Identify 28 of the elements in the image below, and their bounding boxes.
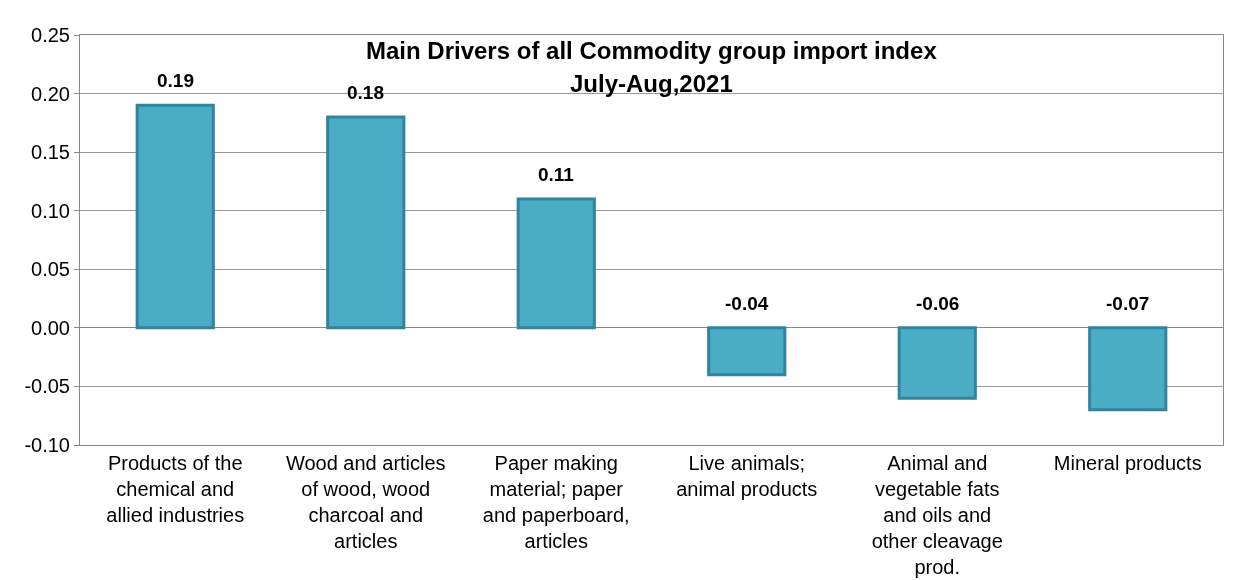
y-tick-label: 0.05 xyxy=(31,258,70,281)
bar xyxy=(135,103,215,330)
x-tick-label: Mineral products xyxy=(1053,452,1202,474)
y-tick-label: -0.05 xyxy=(24,375,70,398)
bar xyxy=(897,326,977,400)
data-label: 0.18 xyxy=(347,82,384,103)
bar xyxy=(326,115,406,330)
text: July-Aug,2021 xyxy=(570,70,733,97)
data-label: 0.19 xyxy=(157,70,194,91)
data-label: 0.11 xyxy=(538,164,575,185)
y-tick-label: 0.20 xyxy=(31,82,70,105)
y-tick-label: 0.00 xyxy=(31,316,70,339)
data-label: -0.06 xyxy=(916,293,960,314)
x-tick-label: Products of the chemical and allied industries xyxy=(106,452,245,526)
bar xyxy=(1088,326,1168,412)
bar xyxy=(516,197,596,330)
x-tick-label: Paper making material; paper and paperboard, articles xyxy=(482,452,630,552)
y-tick-label: 0.10 xyxy=(31,199,70,222)
x-tick-label: Wood and articles of wood, wood charcoal and articles xyxy=(285,452,446,552)
y-tick-label: 0.25 xyxy=(31,24,70,46)
data-label: -0.04 xyxy=(725,293,769,314)
x-tick-label: Animal and vegetable fats and oils and other cleavage prod. xyxy=(871,452,1003,578)
data-label: -0.07 xyxy=(1106,293,1150,314)
bar xyxy=(707,326,787,377)
y-tick-label: -0.10 xyxy=(24,434,70,456)
chart-title: Main Drivers of all Commodity group import index xyxy=(366,37,938,64)
x-tick-label: Live animals; animal products xyxy=(676,452,818,500)
y-tick-label: 0.15 xyxy=(31,141,70,164)
